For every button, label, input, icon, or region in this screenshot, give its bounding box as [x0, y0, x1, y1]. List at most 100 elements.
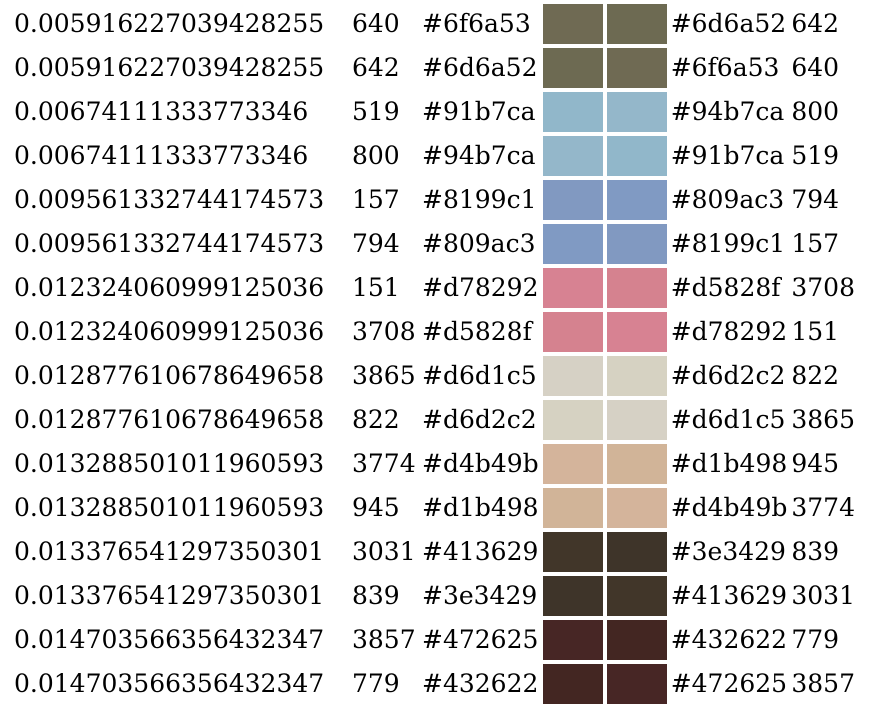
hex-a-cell: #d1b498 — [422, 493, 539, 522]
hex-b-cell: #3e3429 — [670, 537, 786, 566]
hex-b-cell: #d1b498 — [670, 449, 788, 478]
index-a-cell: 800 — [352, 141, 400, 170]
hex-a-cell: #8199c1 — [422, 185, 537, 214]
distance-cell: 0.012877610678649658 — [14, 361, 325, 390]
index-a-cell: 157 — [352, 185, 400, 214]
hex-a-cell: #3e3429 — [422, 581, 538, 610]
swatch-a — [542, 48, 603, 88]
index-a-cell: 640 — [352, 9, 400, 38]
index-b-cell: 642 — [791, 9, 840, 38]
index-a-cell: 839 — [352, 581, 400, 610]
swatch-b — [606, 136, 667, 176]
table-row: 0.012324060999125036 3708 #d5828f #d78292 15… — [14, 312, 855, 352]
table-row: 0.013288501011960593 945 #d1b498 #d4b49b 377… — [14, 488, 855, 528]
hex-b-cell: #94b7ca — [670, 97, 785, 126]
index-a-cell: 3708 — [352, 317, 416, 346]
hex-b-cell: #413629 — [670, 581, 788, 610]
hex-b-cell: #d6d2c2 — [670, 361, 786, 390]
hex-a-cell: #d4b49b — [422, 449, 539, 478]
distance-cell: 0.012324060999125036 — [14, 317, 325, 346]
index-b-cell: 839 — [791, 537, 840, 566]
swatch-a — [542, 356, 603, 396]
distance-cell: 0.00674111333773346 — [14, 141, 309, 170]
index-b-cell: 519 — [791, 141, 840, 170]
swatch-b — [606, 400, 667, 440]
index-a-cell: 3865 — [352, 361, 416, 390]
swatch-a — [542, 664, 603, 704]
index-b-cell: 822 — [791, 361, 840, 390]
index-b-cell: 151 — [791, 317, 840, 346]
index-a-cell: 3857 — [352, 625, 416, 654]
index-b-cell: 3708 — [791, 273, 855, 302]
table-row: 0.00674111333773346 519 #91b7ca #94b7ca 800 — [14, 92, 855, 132]
index-b-cell: 794 — [791, 185, 840, 214]
hex-b-cell: #472625 — [670, 669, 788, 698]
distance-cell: 0.005916227039428255 — [14, 53, 325, 82]
distance-cell: 0.013376541297350301 — [14, 581, 325, 610]
index-a-cell: 3031 — [352, 537, 416, 566]
hex-b-cell: #6d6a52 — [670, 9, 787, 38]
index-b-cell: 779 — [791, 625, 840, 654]
hex-a-cell: #6d6a52 — [422, 53, 538, 82]
swatch-b — [606, 224, 667, 264]
distance-cell: 0.00674111333773346 — [14, 97, 309, 126]
hex-a-cell: #d5828f — [422, 317, 532, 346]
table-row: 0.013288501011960593 3774 #d4b49b #d1b498 94… — [14, 444, 855, 484]
index-b-cell: 640 — [791, 53, 840, 82]
distance-cell: 0.009561332744174573 — [14, 185, 325, 214]
swatch-b — [606, 268, 667, 308]
table-row: 0.009561332744174573 157 #8199c1 #809ac3 794 — [14, 180, 855, 220]
table-row: 0.012877610678649658 822 #d6d2c2 #d6d1c5 386… — [14, 400, 855, 440]
distance-cell: 0.013376541297350301 — [14, 537, 325, 566]
hex-b-cell: #91b7ca — [670, 141, 785, 170]
swatch-a — [542, 136, 603, 176]
table-row: 0.005916227039428255 642 #6d6a52 #6f6a53 640 — [14, 48, 855, 88]
index-a-cell: 642 — [352, 53, 400, 82]
hex-a-cell: #94b7ca — [422, 141, 536, 170]
swatch-a — [542, 224, 603, 264]
table-row: 0.013376541297350301 3031 #413629 #3e3429 83… — [14, 532, 855, 572]
distance-cell: 0.012324060999125036 — [14, 273, 325, 302]
swatch-b — [606, 312, 667, 352]
index-b-cell: 3865 — [791, 405, 855, 434]
swatch-b — [606, 180, 667, 220]
hex-b-cell: #d78292 — [670, 317, 788, 346]
swatch-a — [542, 4, 603, 44]
hex-b-cell: #432622 — [670, 625, 788, 654]
table-row: 0.014703566356432347 779 #432622 #472625 385… — [14, 664, 855, 704]
index-a-cell: 151 — [352, 273, 400, 302]
table-row: 0.012877610678649658 3865 #d6d1c5 #d6d2c2 82… — [14, 356, 855, 396]
table-row: 0.012324060999125036 151 #d78292 #d5828f 370… — [14, 268, 855, 308]
index-b-cell: 157 — [791, 229, 840, 258]
distance-cell: 0.013288501011960593 — [14, 493, 325, 522]
table-row: 0.014703566356432347 3857 #472625 #432622 77… — [14, 620, 855, 660]
hex-b-cell: #d6d1c5 — [670, 405, 786, 434]
distance-cell: 0.014703566356432347 — [14, 669, 325, 698]
index-b-cell: 3857 — [791, 669, 855, 698]
hex-a-cell: #472625 — [422, 625, 539, 654]
index-a-cell: 3774 — [352, 449, 416, 478]
table-row: 0.013376541297350301 839 #3e3429 #413629 303… — [14, 576, 855, 616]
swatch-a — [542, 532, 603, 572]
index-b-cell: 3031 — [791, 581, 855, 610]
index-b-cell: 945 — [791, 449, 840, 478]
index-a-cell: 822 — [352, 405, 400, 434]
swatch-b — [606, 444, 667, 484]
swatch-b — [606, 48, 667, 88]
swatch-a — [542, 268, 603, 308]
swatch-a — [542, 576, 603, 616]
swatch-a — [542, 312, 603, 352]
swatch-b — [606, 620, 667, 660]
distance-cell: 0.014703566356432347 — [14, 625, 325, 654]
table-row: 0.005916227039428255 640 #6f6a53 #6d6a52 642 — [14, 4, 855, 44]
hex-a-cell: #91b7ca — [422, 97, 536, 126]
hex-a-cell: #809ac3 — [422, 229, 536, 258]
distance-cell: 0.013288501011960593 — [14, 449, 325, 478]
distance-cell: 0.009561332744174573 — [14, 229, 325, 258]
color-pair-table: 0.005916227039428255 640 #6f6a53 #6d6a52 642… — [10, 0, 859, 708]
swatch-b — [606, 356, 667, 396]
index-a-cell: 794 — [352, 229, 400, 258]
hex-b-cell: #6f6a53 — [670, 53, 780, 82]
swatch-a — [542, 400, 603, 440]
distance-cell: 0.005916227039428255 — [14, 9, 325, 38]
